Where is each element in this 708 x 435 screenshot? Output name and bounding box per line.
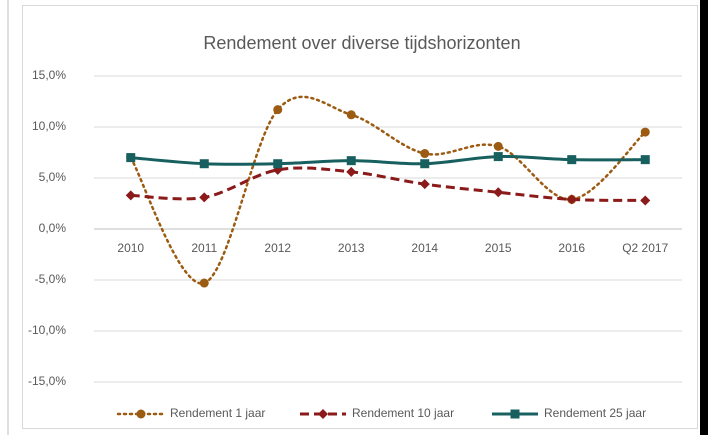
data-point <box>199 159 209 169</box>
x-tick-label: Q2 2017 <box>622 241 668 255</box>
y-tick-label: -10,0% <box>28 323 66 337</box>
y-tick-label: 0,0% <box>39 221 67 235</box>
data-point <box>493 187 504 198</box>
data-point <box>640 195 651 206</box>
data-point <box>493 152 503 162</box>
x-tick-label: 2010 <box>117 241 144 255</box>
data-point <box>420 149 430 159</box>
data-point <box>273 159 283 169</box>
x-tick-label: 2016 <box>558 241 585 255</box>
data-point <box>640 127 650 137</box>
series-line <box>130 166 646 202</box>
chart-title: Rendement over diverse tijdshorizonten <box>203 33 520 53</box>
series-line <box>130 154 646 166</box>
y-tick-label: 10,0% <box>32 119 66 133</box>
y-tick-label: -15,0% <box>28 374 66 388</box>
x-tick-label: 2013 <box>338 241 365 255</box>
data-point <box>273 105 283 115</box>
data-point <box>199 278 209 288</box>
legend-label: Rendement 25 jaar <box>544 406 646 420</box>
legend-marker <box>136 409 146 419</box>
data-point <box>125 190 136 201</box>
legend-label: Rendement 10 jaar <box>352 406 454 420</box>
right-edge <box>700 0 708 435</box>
data-point <box>199 192 210 203</box>
x-tick-label: 2012 <box>264 241 291 255</box>
data-point <box>419 179 430 190</box>
data-point <box>567 155 577 165</box>
y-tick-label: -5,0% <box>35 272 67 286</box>
legend-marker <box>318 409 328 419</box>
chart-frame <box>22 5 698 429</box>
y-tick-label: 5,0% <box>39 170 67 184</box>
data-point <box>346 166 357 177</box>
data-point <box>126 153 136 163</box>
y-tick-label: 15,0% <box>32 68 66 82</box>
x-tick-label: 2011 <box>191 241 217 255</box>
data-point <box>640 155 650 165</box>
data-point <box>346 156 356 166</box>
data-point <box>420 159 430 169</box>
legend-marker <box>510 409 520 419</box>
legend-label: Rendement 1 jaar <box>170 406 265 420</box>
data-point <box>493 141 503 151</box>
data-point <box>566 194 577 205</box>
data-point <box>346 110 356 120</box>
x-tick-label: 2014 <box>411 241 438 255</box>
x-tick-label: 2015 <box>485 241 512 255</box>
